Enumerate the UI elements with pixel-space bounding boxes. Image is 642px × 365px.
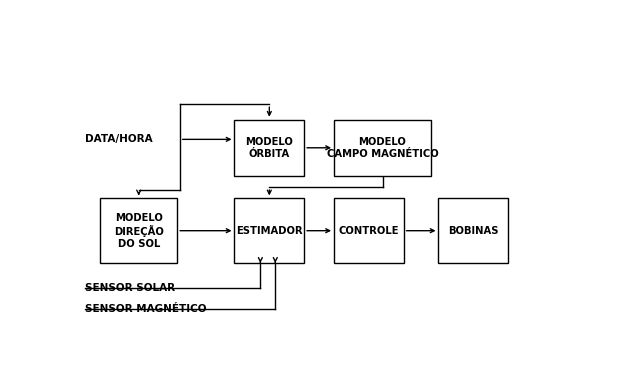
Text: CONTROLE: CONTROLE	[338, 226, 399, 236]
Text: MODELO
ÓRBITA: MODELO ÓRBITA	[245, 137, 293, 158]
Text: MODELO
DIREÇÃO
DO SOL: MODELO DIREÇÃO DO SOL	[114, 213, 164, 249]
FancyBboxPatch shape	[100, 199, 177, 263]
Text: ESTIMADOR: ESTIMADOR	[236, 226, 302, 236]
FancyBboxPatch shape	[234, 199, 304, 263]
FancyBboxPatch shape	[334, 120, 431, 176]
Text: BOBINAS: BOBINAS	[448, 226, 499, 236]
FancyBboxPatch shape	[334, 199, 404, 263]
FancyBboxPatch shape	[234, 120, 304, 176]
Text: SENSOR SOLAR: SENSOR SOLAR	[85, 283, 175, 293]
Text: MODELO
CAMPO MAGNÉTICO: MODELO CAMPO MAGNÉTICO	[327, 137, 438, 158]
FancyBboxPatch shape	[438, 199, 508, 263]
Text: DATA/HORA: DATA/HORA	[85, 134, 153, 144]
Text: SENSOR MAGNÉTICO: SENSOR MAGNÉTICO	[85, 304, 207, 314]
